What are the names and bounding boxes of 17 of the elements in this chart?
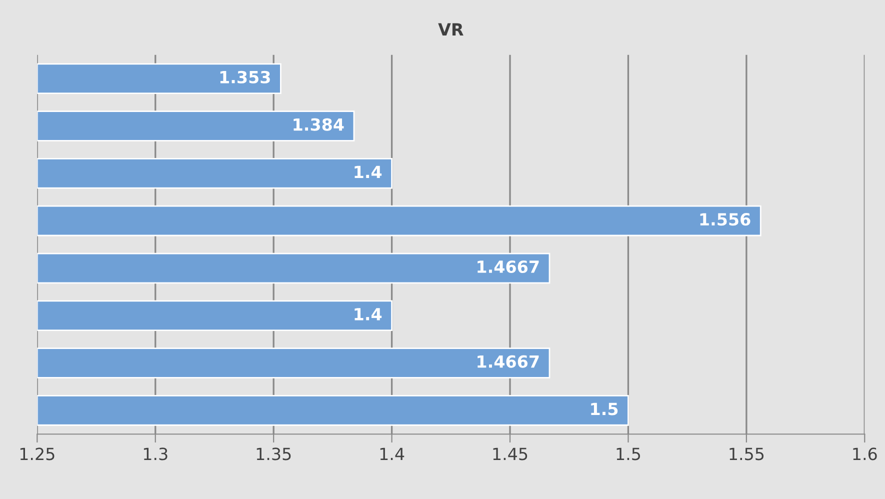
x-tick-label: 1.35 bbox=[256, 448, 291, 460]
x-tick-label: 1.45 bbox=[493, 448, 528, 460]
data-label: 1.353 bbox=[220, 70, 270, 84]
data-label: 1.4667 bbox=[478, 355, 539, 368]
data-label: 1.5 bbox=[591, 402, 618, 416]
x-tick-label: 1.55 bbox=[730, 448, 764, 460]
data-label: 1.556 bbox=[700, 213, 750, 226]
data-label: 1.4 bbox=[354, 308, 382, 320]
x-tick-label: 1.3 bbox=[144, 448, 168, 460]
x-tick-label: 1.6 bbox=[853, 448, 877, 460]
chart-title: VR bbox=[438, 23, 464, 36]
x-tick-label: 1.5 bbox=[616, 448, 640, 460]
data-label: 1.4 bbox=[354, 166, 382, 178]
x-tick-label: 1.4 bbox=[380, 448, 404, 460]
data-label: 1.384 bbox=[294, 118, 344, 131]
x-tick-label: 1.25 bbox=[20, 448, 54, 460]
data-label: 1.4667 bbox=[478, 260, 539, 274]
